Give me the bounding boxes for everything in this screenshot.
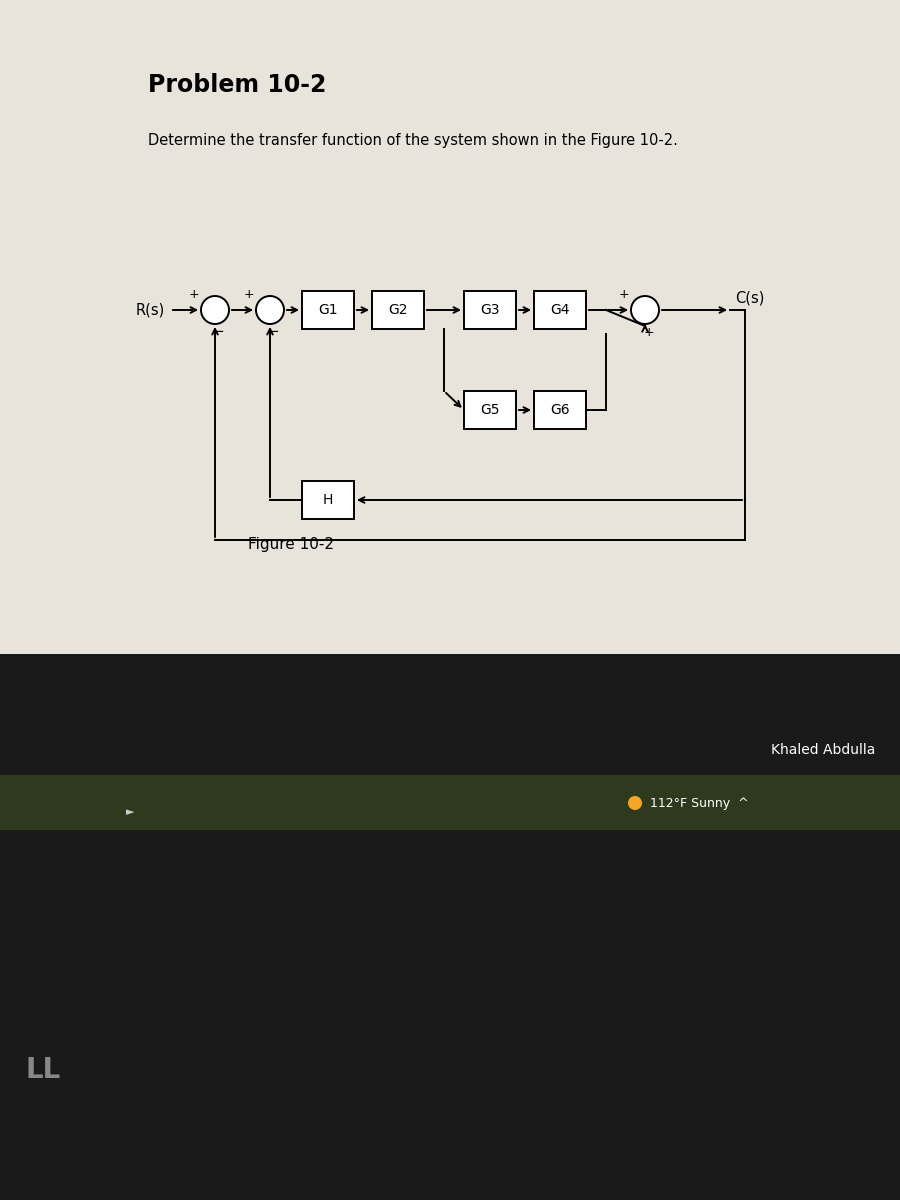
FancyBboxPatch shape — [534, 391, 586, 428]
Circle shape — [631, 296, 659, 324]
Text: −: − — [212, 324, 224, 340]
Text: Determine the transfer function of the system shown in the Figure 10-2.: Determine the transfer function of the s… — [148, 132, 678, 148]
Text: −: − — [266, 324, 279, 340]
FancyBboxPatch shape — [464, 391, 516, 428]
Text: ►: ► — [126, 806, 134, 817]
Text: Figure 10-2: Figure 10-2 — [248, 538, 334, 552]
Circle shape — [628, 796, 642, 810]
Circle shape — [256, 296, 284, 324]
FancyBboxPatch shape — [0, 775, 900, 830]
Text: +: + — [244, 288, 255, 300]
Circle shape — [201, 296, 229, 324]
Text: G4: G4 — [550, 302, 570, 317]
Text: +: + — [644, 325, 654, 338]
Text: C(s): C(s) — [735, 290, 764, 306]
Text: 112°F Sunny  ^: 112°F Sunny ^ — [650, 797, 749, 810]
Text: H: H — [323, 493, 333, 506]
FancyBboxPatch shape — [302, 481, 354, 518]
FancyBboxPatch shape — [302, 290, 354, 329]
Text: Khaled Abdulla: Khaled Abdulla — [770, 743, 875, 757]
Text: LL: LL — [25, 1056, 60, 1084]
Text: +: + — [189, 288, 199, 300]
Text: G6: G6 — [550, 403, 570, 416]
Text: R(s): R(s) — [136, 302, 165, 318]
FancyBboxPatch shape — [464, 290, 516, 329]
Text: G2: G2 — [388, 302, 408, 317]
Text: G1: G1 — [319, 302, 338, 317]
Text: +: + — [618, 288, 629, 300]
FancyBboxPatch shape — [534, 290, 586, 329]
FancyBboxPatch shape — [372, 290, 424, 329]
Text: G5: G5 — [481, 403, 500, 416]
Text: Problem 10-2: Problem 10-2 — [148, 73, 327, 97]
Text: G3: G3 — [481, 302, 500, 317]
